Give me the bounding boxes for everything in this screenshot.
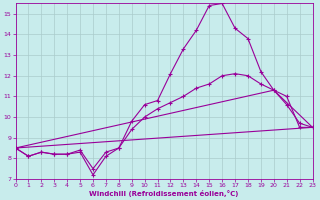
X-axis label: Windchill (Refroidissement éolien,°C): Windchill (Refroidissement éolien,°C): [89, 190, 239, 197]
